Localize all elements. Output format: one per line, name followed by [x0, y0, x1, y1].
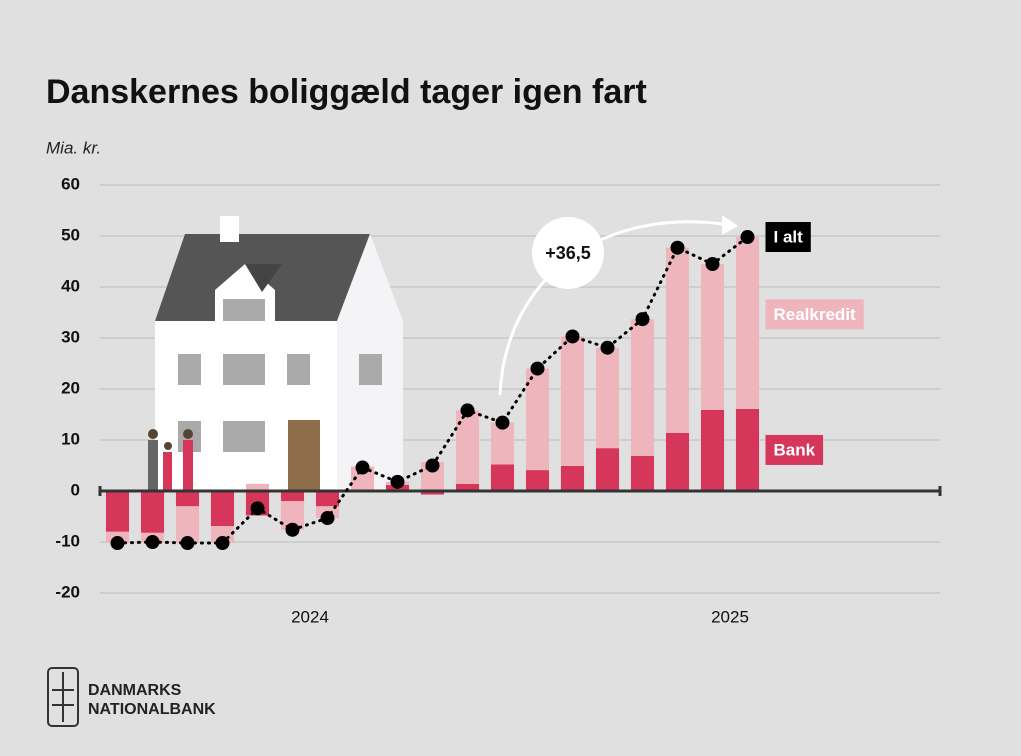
bar-segment — [490, 422, 515, 465]
bar-segment — [665, 432, 690, 491]
total-dot — [530, 361, 545, 376]
bar-segment — [350, 466, 375, 491]
bar-segment — [245, 483, 270, 491]
y-tick-label: -10 — [55, 531, 80, 550]
y-tick-label: 10 — [61, 429, 80, 448]
total-dot — [285, 522, 300, 537]
bar-segment — [140, 491, 165, 533]
total-dot — [600, 340, 615, 355]
bar-segment — [315, 491, 340, 507]
bar-segment — [175, 506, 200, 544]
arrow-head — [722, 215, 738, 235]
y-tick-label: 30 — [61, 327, 80, 346]
bar-segment — [595, 347, 620, 449]
x-group-label: 2024 — [291, 607, 329, 626]
annotation: +36,5 — [545, 243, 591, 263]
bar-segment — [105, 491, 130, 532]
legend-label: Realkredit — [774, 305, 857, 324]
legend-box — [765, 299, 864, 330]
bar-segment — [560, 466, 585, 491]
y-axis-label: Mia. kr. — [46, 138, 101, 157]
x-group-label: 2025 — [711, 607, 749, 626]
total-dot — [110, 536, 125, 551]
total-dot — [425, 458, 440, 473]
y-tick-label: 20 — [61, 378, 80, 397]
bar-segment — [700, 264, 725, 410]
bar-segment — [280, 501, 305, 530]
bar-segment — [455, 410, 480, 484]
bar-segment — [525, 368, 550, 471]
total-dot — [740, 230, 755, 245]
legend-box — [765, 222, 811, 253]
total-dot — [565, 329, 580, 344]
bar-segment — [560, 336, 585, 467]
logo: DANMARKS NATIONALBANK — [47, 667, 216, 727]
legend-box — [765, 434, 824, 465]
chart-title: Danskernes boliggæld tager igen fart — [46, 73, 647, 111]
bar-segment — [210, 491, 235, 527]
total-dot — [460, 403, 475, 418]
total-dot — [705, 257, 720, 272]
y-tick-label: 50 — [61, 225, 80, 244]
total-dot — [320, 511, 335, 526]
total-dot — [635, 312, 650, 327]
bar-segment — [455, 483, 480, 491]
legend-label: I alt — [774, 228, 804, 247]
legend-label: Bank — [774, 440, 816, 459]
y-tick-label: 0 — [71, 480, 80, 499]
bar-segment — [630, 455, 655, 491]
bar-segment — [525, 470, 550, 491]
bar-segment — [735, 237, 760, 409]
bar-segment — [630, 319, 655, 456]
bar-segment — [175, 491, 200, 507]
house — [148, 216, 403, 491]
bar-segment — [490, 464, 515, 491]
bar-segment — [700, 409, 725, 491]
bars — [105, 237, 760, 544]
total-dot — [390, 474, 405, 489]
bar-segment — [665, 247, 690, 433]
total-dot — [180, 536, 195, 551]
annotation-bubble — [532, 217, 604, 289]
total-dot — [670, 240, 685, 255]
y-tick-label: -20 — [55, 582, 80, 601]
logo-text: NATIONALBANK — [88, 701, 216, 718]
total-dot — [495, 415, 510, 430]
y-tick-label: 40 — [61, 276, 80, 295]
total-dot — [355, 460, 370, 475]
bar-segment — [735, 408, 760, 491]
total-dot — [250, 501, 265, 516]
total-dot — [145, 535, 160, 549]
y-tick-label: 60 — [61, 174, 80, 193]
bar-segment — [420, 491, 445, 495]
bar-segment — [280, 491, 305, 502]
bar-segment — [595, 448, 620, 491]
total-dot — [215, 536, 230, 551]
logo-text: DANMARKS — [88, 682, 182, 699]
